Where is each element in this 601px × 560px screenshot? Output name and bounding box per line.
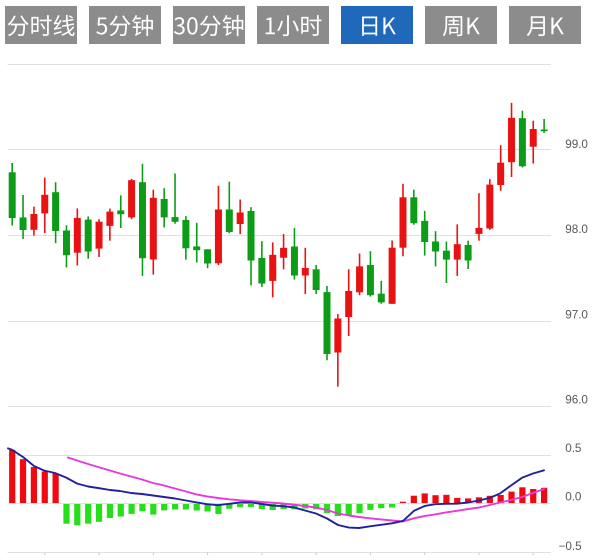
svg-text:96.0: 96.0 xyxy=(565,394,588,407)
svg-text:99.0: 99.0 xyxy=(565,138,588,151)
svg-text:−0.5: −0.5 xyxy=(559,540,583,553)
svg-text:0.0: 0.0 xyxy=(565,491,582,504)
svg-text:0.5: 0.5 xyxy=(565,442,582,455)
svg-text:98.0: 98.0 xyxy=(565,223,588,236)
svg-text:97.0: 97.0 xyxy=(565,308,588,321)
